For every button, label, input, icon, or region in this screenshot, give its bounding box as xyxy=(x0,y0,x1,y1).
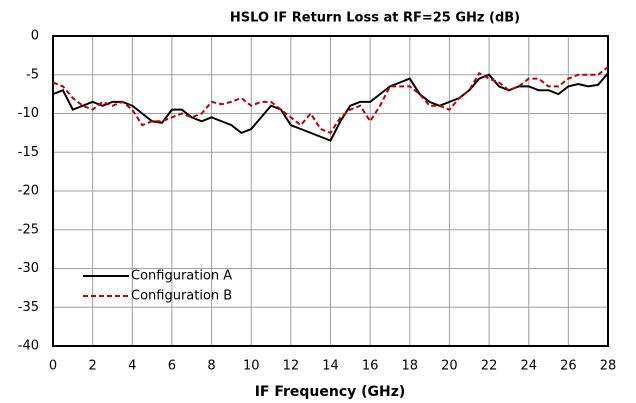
y-tick-label: -25 xyxy=(18,222,39,237)
chart-title: HSLO IF Return Loss at RF=25 GHz (dB) xyxy=(230,11,520,26)
y-tick-label: -20 xyxy=(18,184,39,199)
x-tick-label: 2 xyxy=(89,359,97,374)
x-tick-label: 26 xyxy=(560,359,577,374)
y-tick-label: -40 xyxy=(18,339,39,354)
x-tick-label: 4 xyxy=(128,359,136,374)
y-tick-label: -30 xyxy=(18,261,39,276)
y-tick-label: -35 xyxy=(18,300,39,315)
x-tick-label: 24 xyxy=(520,359,537,374)
x-tick-label: 6 xyxy=(168,359,176,374)
x-tick-label: 22 xyxy=(481,359,498,374)
x-tick-label: 18 xyxy=(402,359,419,374)
x-tick-label: 0 xyxy=(49,359,57,374)
x-axis-label: IF Frequency (GHz) xyxy=(255,384,406,400)
y-tick-label: -10 xyxy=(18,106,39,121)
x-tick-label: 14 xyxy=(322,359,339,374)
y-tick-label: -15 xyxy=(18,145,39,160)
x-tick-label: 28 xyxy=(600,359,617,374)
plot-frame xyxy=(52,35,609,347)
y-tick-label: 0 xyxy=(31,29,39,44)
legend-label: Configuration A xyxy=(131,269,232,284)
x-tick-label: 10 xyxy=(243,359,260,374)
x-tick-label: 12 xyxy=(283,359,300,374)
series-line xyxy=(52,66,609,135)
y-tick-label: -5 xyxy=(26,67,39,82)
x-tick-label: 20 xyxy=(441,359,458,374)
x-tick-label: 8 xyxy=(207,359,215,374)
x-tick-label: 16 xyxy=(362,359,379,374)
legend-label: Configuration B xyxy=(131,289,232,304)
